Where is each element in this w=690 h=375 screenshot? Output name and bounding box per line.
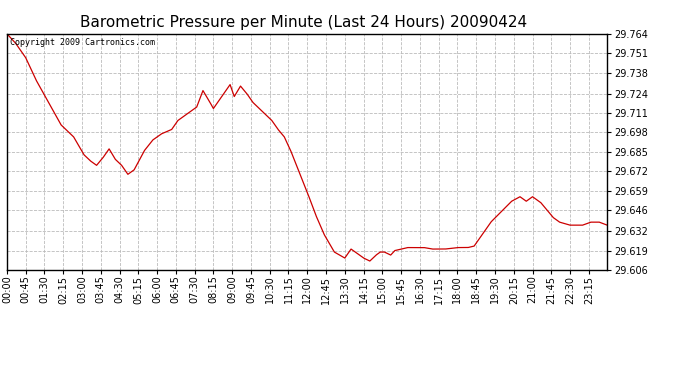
Text: Barometric Pressure per Minute (Last 24 Hours) 20090424: Barometric Pressure per Minute (Last 24 … — [80, 15, 527, 30]
Text: Copyright 2009 Cartronics.com: Copyright 2009 Cartronics.com — [10, 39, 155, 48]
